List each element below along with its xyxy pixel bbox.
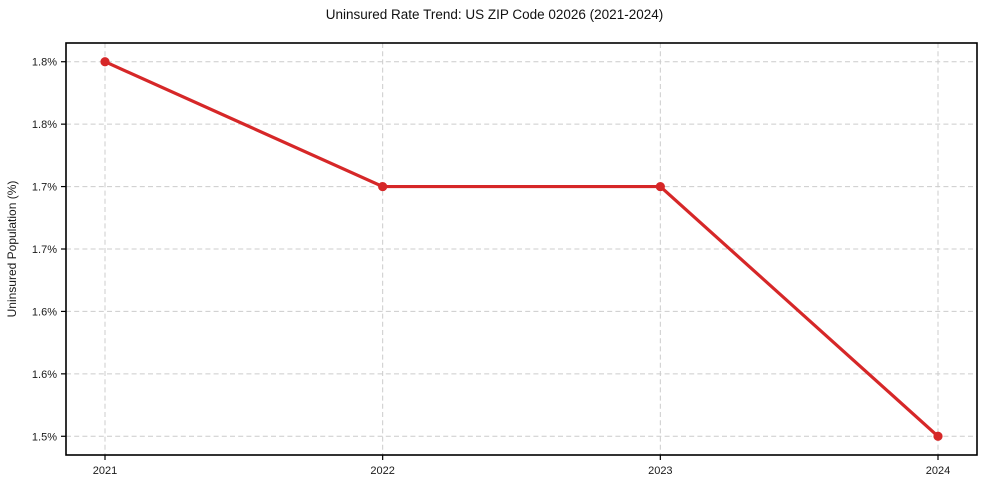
y-tick-label: 1.8% <box>32 119 57 131</box>
series-group <box>100 57 943 441</box>
tick-labels-group: 1.5% 1.6% 1.6% 1.7% 1.7% 1.8% 1.8% 2021 2022 2023… <box>32 57 950 477</box>
y-tick-label: 1.6% <box>32 369 57 381</box>
axis-ticks-group <box>61 61 939 460</box>
y-tick-label: 1.7% <box>32 182 57 194</box>
y-tick-label: 1.7% <box>32 244 57 256</box>
x-tick-label: 2024 <box>926 465 950 477</box>
x-tick-label: 2021 <box>93 465 117 477</box>
y-axis-label: Uninsured Population (%) <box>5 181 19 318</box>
trend-line <box>103 60 940 438</box>
x-tick-label: 2023 <box>648 465 672 477</box>
data-point <box>378 181 388 192</box>
y-tick-label: 1.6% <box>32 306 57 318</box>
chart-title: Uninsured Rate Trend: US ZIP Code 02026 … <box>326 7 663 22</box>
data-point <box>655 181 665 192</box>
x-tick-label: 2022 <box>370 465 394 477</box>
data-point <box>100 57 110 67</box>
y-tick-label: 1.8% <box>32 57 57 69</box>
y-tick-label: 1.5% <box>32 431 57 443</box>
data-point <box>933 431 943 441</box>
